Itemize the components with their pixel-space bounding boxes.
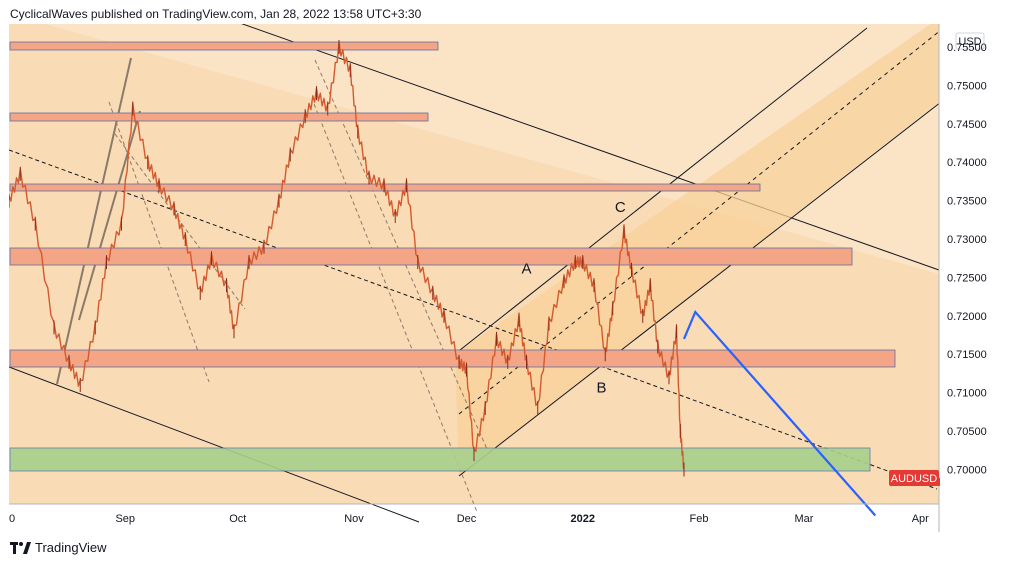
price-tick-label: 0.73500 (947, 196, 987, 208)
resistance-zone-2[interactable] (9, 112, 429, 122)
symbol-price-badge[interactable] (889, 470, 939, 486)
time-tick-label: Oct (229, 513, 246, 525)
tradingview-logo-icon (10, 541, 31, 554)
time-axis-ticks: 0 Sep Oct Nov Dec 2022 Feb Mar Apr (9, 513, 929, 525)
time-tick-label: Nov (344, 513, 364, 525)
time-tick-label: Sep (115, 513, 135, 525)
projection-path (682, 309, 877, 517)
price-tick-label: 0.71500 (947, 349, 987, 361)
chart-frame[interactable]: A B C USD 0.75500 0.75000 0.74500 0.74000 0.73… (9, 24, 999, 532)
falling-wedge-line-2 (313, 103, 478, 513)
wave-label-c: C (615, 199, 626, 216)
wave-label-b: B (596, 380, 606, 397)
ascending-channel-lower-line (458, 101, 942, 477)
currency-badge[interactable] (955, 32, 985, 50)
falling-wedge-line-4 (114, 133, 246, 310)
price-tick-label: 0.73000 (947, 234, 987, 246)
descending-channel-lower-line (9, 366, 420, 523)
published-text: published on TradingView.com, (90, 7, 257, 21)
price-tick-label: 0.74000 (947, 157, 987, 169)
publication-header: CyclicalWaves published on TradingView.c… (10, 7, 421, 21)
resistance-zone-4[interactable] (9, 247, 853, 266)
price-chart[interactable]: A B C USD 0.75500 0.75000 0.74500 0.74000 0.73… (9, 24, 999, 532)
price-tick-label: 0.70500 (947, 426, 987, 438)
resistance-zone-1[interactable] (9, 41, 439, 51)
time-tick-label: 0 (9, 513, 15, 525)
price-tick-label: 0.74500 (947, 119, 987, 131)
support-resistance-zone-5[interactable] (9, 349, 896, 368)
price-series (9, 40, 685, 477)
time-tick-label: Apr (912, 513, 929, 525)
ascending-channel-median-line (458, 29, 942, 415)
price-tick-label: 0.72000 (947, 311, 987, 323)
price-tick-label: 0.71000 (947, 388, 987, 400)
price-tick-label: 0.70000 (947, 464, 987, 476)
tradingview-footer[interactable]: TradingView (10, 540, 107, 555)
wave-labels: A B C (521, 199, 625, 396)
rising-channel-line-1 (56, 57, 132, 385)
dashed-trend-line (9, 149, 938, 490)
price-line (9, 41, 685, 470)
publish-timestamp: Jan 28, 2022 13:58 UTC+3:30 (260, 7, 422, 21)
descending-channel-upper-line (241, 24, 940, 271)
currency-label: USD (958, 36, 981, 48)
price-axis-background[interactable] (939, 24, 999, 532)
projection-line (682, 309, 877, 517)
price-tick-label: 0.75500 (947, 42, 987, 54)
time-tick-label: Dec (457, 513, 477, 525)
price-tick-label: 0.72500 (947, 272, 987, 284)
time-tick-label: Mar (795, 513, 814, 525)
wave-label-a: A (521, 261, 531, 278)
author-name[interactable]: CyclicalWaves (10, 7, 88, 21)
falling-wedge-line-3 (108, 101, 210, 383)
rising-channel-line-2 (78, 110, 141, 321)
price-tick-label: 0.75000 (947, 80, 987, 92)
price-axis-ticks: 0.75500 0.75000 0.74500 0.74000 0.73500 0.730… (947, 42, 987, 476)
time-tick-label: 2022 (571, 513, 595, 525)
demand-zone[interactable] (9, 447, 871, 472)
tradingview-brand: TradingView (35, 540, 107, 555)
time-tick-label: Feb (690, 513, 709, 525)
symbol-price-label: AUDUSD (891, 473, 938, 485)
